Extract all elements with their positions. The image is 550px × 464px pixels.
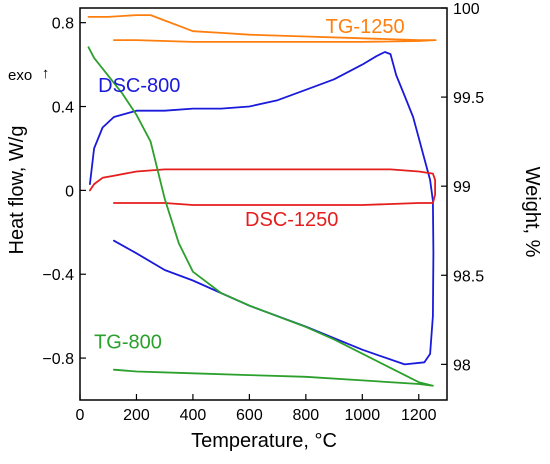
y-left-tick-label: −0.4 — [42, 267, 74, 284]
y-left-tick-label: 0.8 — [52, 16, 74, 33]
exo-arrow-icon: → — [35, 67, 52, 82]
y-right-tick-label: 99 — [453, 179, 471, 196]
series-label-dsc-1250: DSC-1250 — [245, 209, 338, 231]
y-right-tick-label: 99.5 — [453, 90, 484, 107]
x-axis-title: Temperature, °C — [191, 430, 337, 452]
series-line-dsc-1250 — [89, 168, 436, 206]
series-label-tg-800: TG-800 — [94, 331, 162, 353]
series-layer — [87, 14, 437, 387]
series-label-dsc-800: DSC-800 — [98, 75, 180, 97]
x-tick-label: 400 — [180, 407, 207, 424]
x-tick-label: 600 — [236, 407, 263, 424]
ticks: 0 200 400 600 800 1000 1200 0.8 0.4 0 −0.4 −0.8 100 9… — [42, 1, 484, 424]
y-right-axis-title: Weight, % — [521, 167, 543, 258]
series-labels: TG-1250 DSC-800 DSC-1250 TG-800 — [94, 16, 405, 353]
x-tick-label: 800 — [292, 407, 319, 424]
series-line-dsc-800 — [89, 51, 435, 366]
y-left-tick-label: 0.4 — [52, 100, 74, 117]
series-label-tg-1250: TG-1250 — [326, 16, 405, 38]
x-tick-label: 0 — [76, 407, 85, 424]
y-right-tick-label: 98 — [453, 357, 471, 374]
x-tick-label: 1000 — [345, 407, 381, 424]
series-line-tg-800 — [87, 46, 434, 387]
y-right-tick-label: 98.5 — [453, 268, 484, 285]
series-line-tg-1250 — [87, 14, 437, 43]
y-left-tick-label: −0.8 — [42, 351, 74, 368]
y-left-axis-title: Heat flow, W/g — [6, 126, 28, 255]
exo-label: exo — [8, 67, 32, 84]
plot-frame — [79, 7, 448, 401]
y-left-tick-label: 0 — [65, 183, 74, 200]
x-tick-label: 1200 — [401, 407, 437, 424]
y-right-tick-label: 100 — [453, 1, 480, 18]
x-tick-label: 200 — [123, 407, 150, 424]
